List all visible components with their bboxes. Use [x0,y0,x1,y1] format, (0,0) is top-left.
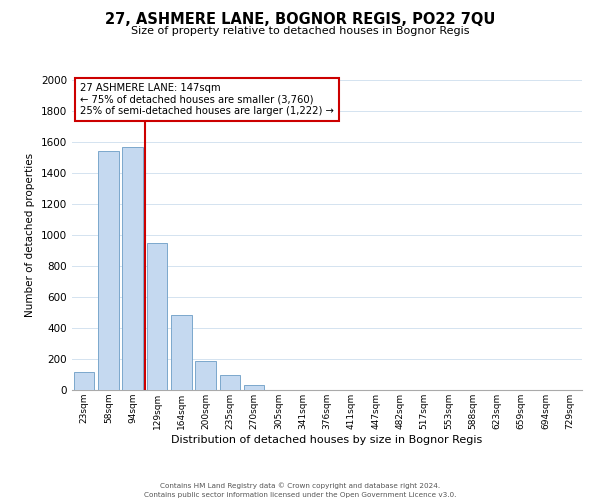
Text: 27, ASHMERE LANE, BOGNOR REGIS, PO22 7QU: 27, ASHMERE LANE, BOGNOR REGIS, PO22 7QU [105,12,495,28]
Bar [244,384,265,390]
Bar [122,148,143,390]
Text: Size of property relative to detached houses in Bognor Regis: Size of property relative to detached ho… [131,26,469,36]
Bar [74,372,94,390]
Text: 27 ASHMERE LANE: 147sqm
← 75% of detached houses are smaller (3,760)
25% of semi: 27 ASHMERE LANE: 147sqm ← 75% of detache… [80,83,334,116]
Bar [171,314,191,390]
X-axis label: Distribution of detached houses by size in Bognor Regis: Distribution of detached houses by size … [172,434,482,444]
Bar [98,152,119,390]
Text: Contains HM Land Registry data © Crown copyright and database right 2024.
Contai: Contains HM Land Registry data © Crown c… [144,482,456,498]
Y-axis label: Number of detached properties: Number of detached properties [25,153,35,317]
Bar [195,361,216,390]
Bar [220,375,240,390]
Bar [146,243,167,390]
